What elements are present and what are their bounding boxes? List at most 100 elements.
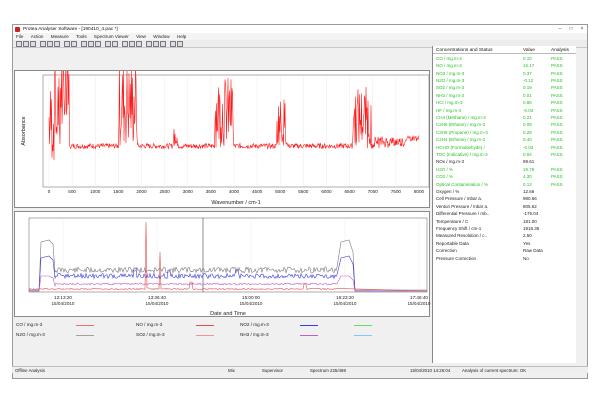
minimize-icon[interactable]: – (558, 26, 562, 32)
spectrum-x-tick: 1500 (113, 189, 124, 194)
row-analysis: PASS (551, 70, 563, 76)
close-icon[interactable]: × (580, 26, 584, 32)
row-value: 980.66 (523, 196, 537, 202)
table-row[interactable]: SO2 / mg.m-3 0.19 PASS (433, 85, 576, 92)
table-row[interactable]: HF / mg.m-3 -0.03 PASS (433, 107, 576, 114)
table-row[interactable]: C2H6 (Ethane) / mg.m-3 0.09 PASS (433, 122, 576, 129)
spectrum-y-label: Absorbance (21, 116, 27, 145)
table-row[interactable]: CO / mg.m-3 0.10 PASS (433, 55, 576, 62)
table-row[interactable]: Cell Pressure / mbar a. 980.66 (433, 196, 576, 203)
stop-icon[interactable] (88, 41, 94, 47)
table-row[interactable]: Measured Resolution / c.. 2.50 (433, 233, 576, 240)
table-row[interactable]: CH4 (Methane) / mg.m-3 0.21 PASS (433, 114, 576, 121)
settings-icon[interactable] (71, 41, 77, 47)
play-icon[interactable] (81, 41, 87, 47)
trend-x-tick-date: 15/04/2010 (408, 301, 431, 306)
calibrate-icon[interactable] (146, 41, 152, 47)
row-value: 0.21 (523, 114, 532, 120)
table-row[interactable]: HCl / mg.m-3 0.86 PASS (433, 99, 576, 106)
header-value[interactable]: Value (523, 47, 535, 53)
table-icon[interactable] (129, 41, 135, 47)
table-row[interactable]: Reportable Data Yes (433, 240, 576, 247)
zoom-in-icon[interactable] (105, 41, 111, 47)
legend-label: NH3 / mg.m-3 (240, 332, 269, 337)
toolbar (13, 40, 587, 48)
open-icon[interactable] (23, 41, 29, 47)
table-row[interactable]: HCHO (Formaldehyde) / -0.03 PASS (433, 144, 576, 151)
trend-chart[interactable]: 12:13:2015/04/201013:36:4015/04/201015:0… (15, 212, 431, 318)
spectrum-x-tick: 5000 (275, 189, 286, 194)
menu-window[interactable]: Window (153, 34, 170, 39)
table-row[interactable]: H2O / % 19.79 PASS (433, 166, 576, 173)
window-title: Protea Analyser Software - [190410_4.pac… (23, 26, 118, 32)
legend-swatch (76, 324, 94, 326)
print-icon[interactable] (40, 41, 46, 47)
row-value: -0.03 (523, 144, 534, 150)
table-row[interactable]: NO / mg.m-3 16.17 PASS (433, 62, 576, 69)
menu-tools[interactable]: Tools (75, 34, 87, 39)
copy-icon[interactable] (54, 41, 60, 47)
spectrum-x-tick: 6000 (321, 189, 332, 194)
refresh-icon[interactable] (95, 41, 101, 47)
export-icon[interactable] (160, 41, 166, 47)
table-row[interactable]: Frequency Shift / cm-1 1918.35 (433, 225, 576, 232)
row-name: CO2 / % (436, 174, 454, 180)
menu-view[interactable]: View (136, 34, 146, 39)
menu-measure[interactable]: Measure (50, 34, 69, 39)
chart-icon[interactable] (122, 41, 128, 47)
table-row[interactable]: NO2 / mg.m-3 0.37 PASS (433, 70, 576, 77)
spectrum-chart[interactable]: 0 500 1000 1500 2000 2500 3000 3500 4000 4500 5000… (15, 55, 431, 209)
table-row[interactable]: C2H4 (Ethene) / mg.m-3 0.40 PASS (433, 136, 576, 143)
row-analysis: PASS (551, 137, 563, 143)
menu-action[interactable]: Action (30, 34, 44, 39)
row-name: Optical Contamination / % (436, 181, 489, 187)
trend-x-tick-date: 15/04/2010 (240, 301, 263, 306)
row-name: NH3 / mg.m-3 (436, 92, 465, 98)
row-value: 0.40 (523, 137, 532, 143)
concentrations-table: Concentrations and Status Value Analysis… (432, 46, 576, 363)
row-value: -175.04 (523, 211, 539, 217)
table-row[interactable]: C3H8 (Propane) / mg.m-3 0.28 PASS (433, 129, 576, 136)
table-row[interactable]: Temperature / C 181.00 (433, 218, 576, 225)
legend-swatch (76, 334, 94, 336)
spectrum-line (48, 55, 420, 161)
print-preview-icon[interactable] (153, 41, 159, 47)
table-row[interactable]: Oxygen / % 12.66 (433, 188, 576, 195)
header-analysis[interactable]: Analysis (551, 47, 569, 53)
row-value: -0.12 (523, 77, 534, 83)
legend-label: NO / mg.m-3 (136, 322, 163, 327)
app-icon (15, 26, 20, 32)
menu-file[interactable]: File (16, 34, 24, 39)
table-row[interactable]: TOC (Indicative) / mg.m-3 0.84 PASS (433, 151, 576, 158)
series-no2-line (29, 255, 427, 292)
report-icon[interactable] (136, 41, 142, 47)
table-row[interactable]: Differential Pressure / mb.. -175.04 (433, 210, 576, 217)
table-row[interactable]: Venturi Pressure / mbar a. 805.62 (433, 203, 576, 210)
trend-plot-area (28, 217, 428, 293)
edit-icon[interactable] (64, 41, 70, 47)
help-icon[interactable] (177, 41, 183, 47)
table-row[interactable]: Pressure Correction No (433, 255, 576, 262)
zoom-out-icon[interactable] (112, 41, 118, 47)
table-row[interactable]: Optical Contamination / % 0.12 PASS (433, 181, 576, 188)
row-value: 0.12 (523, 181, 532, 187)
table-row[interactable]: NOx / mg.m-3 89.61 (433, 159, 576, 166)
menu-help[interactable]: Help (176, 34, 187, 39)
legend-swatch (196, 324, 214, 326)
cut-icon[interactable] (47, 41, 53, 47)
save-icon[interactable] (30, 41, 36, 47)
maximize-icon[interactable]: □ (569, 26, 573, 32)
header-concentrations[interactable]: Concentrations and Status (436, 47, 493, 53)
lock-icon[interactable] (170, 41, 176, 47)
table-header: Concentrations and Status Value Analysis (433, 46, 576, 54)
table-row[interactable]: NH3 / mg.m-3 0.01 PASS (433, 92, 576, 99)
series-legend: CO / mg.m-3 NO / mg.m-3 NO2 / mg.m-3 N2O… (14, 319, 428, 341)
row-name: NOx / mg.m-3 (436, 159, 465, 165)
table-row[interactable]: N2O / mg.m-3 -0.12 PASS (433, 77, 576, 84)
row-analysis: PASS (551, 181, 563, 187)
menu-spectrum-viewer[interactable]: Spectrum Viewer (93, 34, 129, 39)
table-row[interactable]: Correction Raw Data (433, 247, 576, 254)
new-icon[interactable] (16, 41, 22, 47)
spectrum-x-tick: 0 (48, 189, 51, 194)
table-row[interactable]: CO2 / % 4.30 PASS (433, 173, 576, 180)
